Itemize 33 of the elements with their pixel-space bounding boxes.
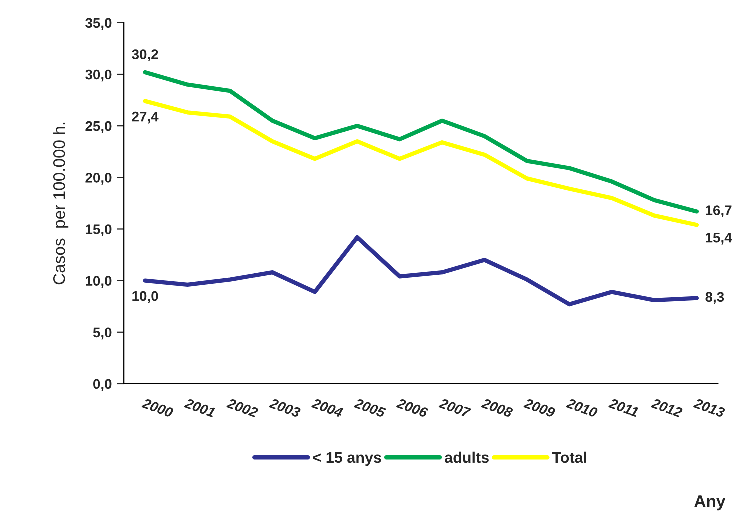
y-axis-title: Casos per 100.000 h. bbox=[53, 122, 69, 285]
x-tick-label: 2005 bbox=[354, 398, 387, 418]
legend-label: < 15 anys bbox=[313, 452, 382, 466]
y-tick-label: 30,0 bbox=[86, 70, 112, 82]
x-tick-label: 2006 bbox=[396, 398, 429, 418]
y-tick-label: 35,0 bbox=[86, 18, 112, 30]
x-tick-label: 2009 bbox=[524, 398, 556, 418]
annotation: 16,7 bbox=[706, 206, 732, 218]
legend-label: Total bbox=[552, 452, 586, 464]
y-tick-label: 5,0 bbox=[93, 328, 112, 340]
x-tick-label: 2004 bbox=[311, 398, 344, 418]
x-tick-label: 2011 bbox=[608, 398, 640, 418]
y-tick-label: 15,0 bbox=[86, 224, 112, 236]
x-tick-label: 2003 bbox=[268, 398, 302, 418]
annotation: 15,4 bbox=[706, 233, 732, 245]
annotation: 8,3 bbox=[706, 292, 724, 304]
y-tick-label: 20,0 bbox=[86, 172, 112, 185]
y-tick-label: 25,0 bbox=[86, 121, 112, 134]
x-tick-label: 2013 bbox=[693, 398, 726, 418]
x-tick-label: 2002 bbox=[226, 398, 259, 418]
annotation: 10,0 bbox=[132, 291, 158, 304]
annotation: 27,4 bbox=[132, 112, 159, 124]
annotation: 30,2 bbox=[132, 50, 158, 62]
x-axis-title: Any bbox=[694, 496, 726, 511]
x-tick-label: 2008 bbox=[481, 398, 514, 418]
y-tick-label: 10,0 bbox=[86, 276, 112, 288]
y-tick-label: 0,0 bbox=[94, 379, 112, 392]
x-tick-label: 2001 bbox=[184, 398, 216, 418]
x-tick-label: 2010 bbox=[566, 398, 598, 418]
x-tick-label: 2007 bbox=[438, 398, 472, 418]
x-tick-label: 2000 bbox=[142, 398, 174, 418]
x-tick-label: 2012 bbox=[650, 398, 684, 418]
legend-label: adults bbox=[445, 452, 489, 464]
